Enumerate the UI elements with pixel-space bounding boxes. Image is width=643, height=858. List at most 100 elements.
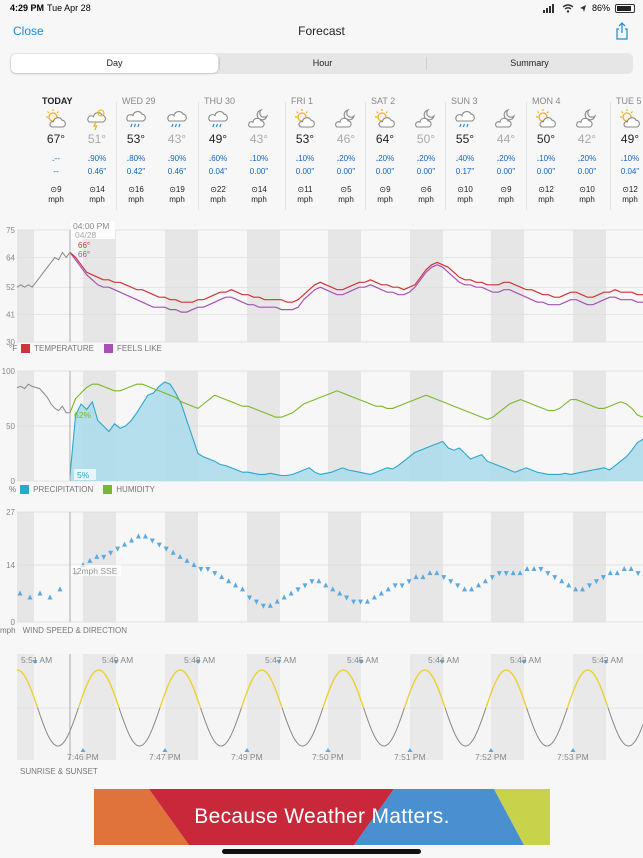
temperature-value: 53° bbox=[126, 132, 146, 146]
night-band bbox=[328, 654, 361, 760]
wind-arrow bbox=[184, 557, 190, 563]
y-tick-label: 0 bbox=[11, 477, 16, 486]
sunset-time: 7:50 PM bbox=[312, 752, 344, 762]
wind-arrow bbox=[205, 567, 211, 573]
temperature-line bbox=[69, 251, 643, 303]
wind-arrow bbox=[219, 574, 225, 580]
wind-legend: mph WIND SPEED & DIRECTION bbox=[0, 626, 127, 635]
wind-arrow bbox=[27, 594, 33, 600]
wind-arrow bbox=[427, 570, 433, 576]
y-tick-label: 75 bbox=[6, 226, 15, 235]
night-band bbox=[247, 512, 280, 622]
wind-arrow bbox=[545, 571, 551, 577]
night-forecast: 43° 💧︎90% 0.46" ⊙19 mph bbox=[157, 108, 197, 205]
wind-arrow bbox=[233, 582, 239, 588]
wind-speed: ⊙10 mph bbox=[579, 185, 595, 204]
sunset-time: 7:49 PM bbox=[231, 752, 263, 762]
wind-arrow bbox=[267, 602, 273, 608]
wind-arrow bbox=[475, 582, 481, 588]
tab-day[interactable]: Day bbox=[11, 54, 218, 73]
raindrop-icon: 💧︎ bbox=[496, 157, 500, 163]
home-indicator[interactable] bbox=[222, 849, 421, 854]
precip-chance: 💧︎60% bbox=[208, 154, 228, 163]
raindrop-icon: 💧︎ bbox=[416, 157, 420, 163]
day-separator bbox=[198, 102, 199, 210]
wind-arrow bbox=[455, 583, 461, 589]
wind-speed: ⊙9 mph bbox=[48, 185, 64, 204]
wind-arrow bbox=[156, 542, 162, 548]
wind-arrow bbox=[531, 566, 537, 572]
wind-arrow bbox=[510, 570, 516, 576]
night-band bbox=[17, 654, 34, 760]
day-name: TODAY bbox=[42, 96, 73, 106]
precip-chance: 💧︎90% bbox=[87, 154, 107, 163]
ad-banner[interactable]: Because Weather Matters. bbox=[94, 789, 550, 845]
precip-amount: 0.04" bbox=[620, 167, 640, 176]
temperature-legend: °F TEMPERATURE FEELS LIKE bbox=[9, 344, 162, 353]
raindrop-icon: 💧︎ bbox=[167, 157, 171, 163]
wind-arrow bbox=[163, 546, 169, 552]
sunrise-time: 5:43 AM bbox=[510, 655, 541, 665]
precip-chance: 💧︎10% bbox=[249, 154, 269, 163]
sunrise-marker bbox=[358, 660, 364, 664]
raindrop-icon: 💧︎ bbox=[249, 157, 253, 163]
night-band bbox=[491, 512, 524, 622]
day-name: MON 4 bbox=[532, 96, 561, 106]
night-band bbox=[247, 654, 280, 760]
sunset-time: 7:47 PM bbox=[149, 752, 181, 762]
wind-speed: ⊙12 mph bbox=[538, 185, 554, 204]
cursor-precipitation: 5% bbox=[77, 470, 90, 480]
temperature-value: 55° bbox=[455, 132, 475, 146]
tab-hour[interactable]: Hour bbox=[219, 53, 426, 74]
wind-arrow bbox=[323, 582, 329, 588]
wind-direction-icon: ⊙ bbox=[297, 185, 305, 194]
sunrise-time: 5:49 AM bbox=[102, 655, 133, 665]
tab-summary[interactable]: Summary bbox=[426, 53, 633, 74]
day-name: SUN 3 bbox=[451, 96, 478, 106]
precip-chance: 💧︎20% bbox=[375, 154, 395, 163]
wind-arrow bbox=[253, 599, 259, 605]
precip-amount: 0.42" bbox=[126, 167, 146, 176]
night-band bbox=[247, 230, 280, 342]
sunrise-marker bbox=[32, 660, 38, 664]
raindrop-icon: 💧︎ bbox=[52, 157, 55, 163]
wind-direction-icon: ⊙ bbox=[579, 185, 586, 194]
wind-direction-icon: ⊙ bbox=[251, 185, 258, 194]
raindrop-icon: 💧︎ bbox=[336, 157, 340, 163]
wind-direction-icon: ⊙ bbox=[89, 185, 96, 194]
wind-speed: ⊙14 mph bbox=[89, 185, 105, 204]
wind-arrow bbox=[108, 550, 114, 556]
close-button[interactable]: Close bbox=[13, 24, 44, 38]
sunrise-marker bbox=[276, 660, 282, 664]
night-forecast: 42° 💧︎20% 0.00" ⊙10 mph bbox=[567, 108, 607, 205]
wind-arrow bbox=[406, 579, 412, 585]
wind-direction-icon: ⊙ bbox=[457, 185, 464, 194]
wind-legend-label: WIND SPEED & DIRECTION bbox=[22, 626, 128, 635]
day-forecast: 53° 💧︎10% 0.00" ⊙11 mph bbox=[285, 108, 325, 205]
precip-chance: 💧︎20% bbox=[496, 154, 516, 163]
status-indicators: 86% bbox=[542, 3, 635, 13]
wind-arrow bbox=[177, 553, 183, 559]
share-icon[interactable] bbox=[615, 22, 629, 40]
night-band bbox=[83, 654, 116, 760]
daylight-line bbox=[16, 669, 609, 708]
precip-amount: 0.00" bbox=[295, 167, 315, 176]
wind-arrow bbox=[462, 586, 468, 592]
temperature-value: 49° bbox=[620, 132, 640, 146]
sunrise-marker bbox=[521, 660, 527, 664]
wind-arrow bbox=[364, 598, 370, 604]
sun-cloud-icon bbox=[295, 109, 315, 128]
wind-arrow bbox=[434, 570, 440, 576]
cursor-time: 04:00 PM bbox=[73, 222, 109, 231]
day-separator bbox=[445, 102, 446, 210]
wind-arrow bbox=[170, 549, 176, 555]
day-forecast: 67° 💧︎-- -- ⊙9 mph bbox=[36, 108, 76, 205]
wind-arrow bbox=[87, 557, 93, 563]
raindrop-icon: 💧︎ bbox=[455, 157, 459, 163]
view-tabs: Day Hour Summary bbox=[10, 53, 633, 74]
wind-direction-icon: ⊙ bbox=[169, 185, 176, 194]
wind-arrow bbox=[288, 590, 294, 596]
day-name: THU 30 bbox=[204, 96, 236, 106]
temperature-value: 51° bbox=[87, 132, 107, 146]
precipitation-swatch bbox=[20, 485, 30, 494]
